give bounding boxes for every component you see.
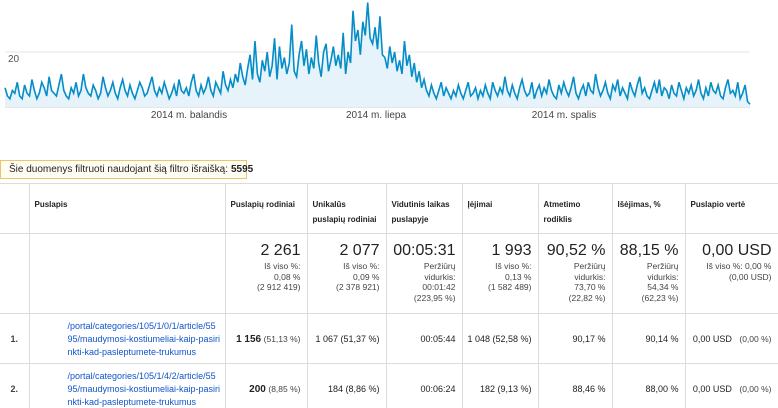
table-row: 1. /portal/categories/105/1/0/1/article/…: [0, 313, 778, 364]
total-avg-time: 00:05:31 Peržiūrų vidurkis: 00:01:42 (22…: [385, 233, 463, 314]
pageviews-cell: 200 (8,85 %): [224, 363, 308, 408]
filter-notice-text: Šie duomenys filtruoti naudojant šią fil…: [9, 164, 228, 175]
total-entrances: 1 993 Iš viso %: 0,13 % (1 582 489): [461, 233, 539, 314]
page-value-cell: 0,00 USD (0,00 %): [684, 313, 778, 364]
page-value: 0,00 USD: [692, 334, 732, 344]
total-note: Iš viso %: 0,00 %: [706, 261, 772, 271]
entrances-cell: 1 048 (52,58 %): [461, 313, 539, 364]
row-index: 1.: [0, 313, 30, 364]
header-avg-time[interactable]: Vidutinis laikas puslapyje: [385, 183, 463, 234]
unique-cell: 1 067 (51,37 %): [306, 313, 387, 364]
total-value: 0,00 USD: [702, 242, 772, 259]
page-value-percent: (0,00 %): [739, 384, 772, 394]
header-page[interactable]: Puslapis: [28, 183, 226, 234]
total-value: 00:05:31: [393, 242, 456, 259]
page-link[interactable]: /portal/categories/105/1/4/2/article/559…: [67, 371, 221, 407]
bounce-cell: 88,46 %: [537, 363, 613, 408]
total-note: 73,70 %: [574, 282, 606, 292]
entrances-cell: 182 (9,13 %): [461, 363, 539, 408]
total-note: vidurkis:: [424, 271, 456, 282]
series-area: [5, 2, 750, 107]
total-note: (22,82 %): [568, 292, 606, 303]
total-note: 0,08 %: [274, 271, 301, 282]
total-note: (0,00 USD): [728, 271, 772, 282]
total-note: 0,13 %: [505, 271, 532, 282]
total-note: 00:01:42: [422, 282, 456, 292]
total-value: 2 077: [339, 242, 380, 259]
pageviews-value: 200: [249, 384, 266, 395]
total-value: 90,52 %: [546, 242, 606, 259]
traffic-chart: 20 2014 m. balandis 2014 m. liepa 2014 m…: [0, 0, 778, 124]
total-unique: 2 077 Iš viso %: 0,09 % (2 378 921): [306, 233, 387, 314]
total-note: Iš viso %:: [264, 261, 301, 271]
page-value: 0,00 USD: [692, 384, 732, 394]
total-value: 88,15 %: [619, 242, 679, 259]
header-entrances[interactable]: Įėjimai: [461, 183, 539, 234]
pageviews-value: 1 156: [236, 334, 262, 345]
header-exit-rate[interactable]: Išėjimas, %: [611, 183, 686, 234]
page-value-percent: (0,00 %): [739, 334, 772, 344]
total-note: (1 582 489): [488, 282, 532, 292]
avg-time-cell: 00:05:44: [385, 313, 463, 364]
total-note: Iš viso %:: [495, 261, 532, 271]
total-bounce: 90,52 % Peržiūrų vidurkis: 73,70 % (22,8…: [537, 233, 613, 314]
total-exit: 88,15 % Peržiūrų vidurkis: 54,34 % (62,2…: [611, 233, 686, 314]
page-value-cell: 0,00 USD (0,00 %): [684, 363, 778, 408]
header-pageviews[interactable]: Puslapių rodiniai: [224, 183, 308, 234]
totals-row: 2 261 Iš viso %: 0,08 % (2 912 419) 2 07…: [0, 233, 778, 314]
table-row: 2. /portal/categories/105/1/4/2/article/…: [0, 363, 778, 408]
avg-time-cell: 00:06:24: [385, 363, 463, 408]
total-note: (62,23 %): [641, 292, 679, 303]
row-index: 2.: [0, 363, 30, 408]
total-note: Peržiūrų: [573, 261, 606, 271]
totals-page: [28, 233, 226, 314]
y-tick-label: 20: [8, 54, 20, 65]
total-note: (2 378 921): [336, 282, 380, 292]
header-index: [0, 183, 30, 234]
page-cell: /portal/categories/105/1/0/1/article/559…: [28, 313, 226, 364]
header-unique-pageviews[interactable]: Unikalūs puslapių rodiniai: [306, 183, 387, 234]
unique-cell: 184 (8,86 %): [306, 363, 387, 408]
report-table: Puslapis Puslapių rodiniai Unikalūs pusl…: [0, 183, 778, 408]
total-note: (223,95 %): [413, 292, 456, 303]
series-line: [4, 2, 751, 105]
x-tick-label: 2014 m. spalis: [531, 110, 597, 121]
exit-cell: 88,00 %: [611, 363, 686, 408]
total-note: (2 912 419): [257, 282, 301, 292]
bounce-cell: 90,17 %: [537, 313, 613, 364]
pageviews-cell: 1 156 (51,13 %): [224, 313, 308, 364]
total-value: 2 261: [260, 242, 301, 259]
filter-notice: Šie duomenys filtruoti naudojant šią fil…: [0, 160, 253, 179]
total-note: Peržiūrų: [646, 261, 679, 271]
total-note: vidurkis:: [647, 271, 679, 282]
total-note: Iš viso %:: [343, 261, 380, 271]
filter-count: 5595: [231, 164, 254, 175]
x-tick-label: 2014 m. balandis: [150, 110, 228, 121]
table-header-row: Puslapis Puslapių rodiniai Unikalūs pusl…: [0, 183, 778, 234]
chart-svg: [4, 2, 751, 108]
header-bounce-rate[interactable]: Atmetimo rodiklis: [537, 183, 613, 234]
total-note: 0,09 %: [353, 271, 380, 282]
total-note: 54,34 %: [647, 282, 679, 292]
total-note: vidurkis:: [574, 271, 606, 282]
exit-cell: 90,14 %: [611, 313, 686, 364]
total-value: 1 993: [491, 242, 532, 259]
total-pageviews: 2 261 Iš viso %: 0,08 % (2 912 419): [224, 233, 308, 314]
header-page-value[interactable]: Puslapio vertė: [684, 183, 778, 234]
pageviews-percent: (51,13 %): [263, 334, 301, 344]
totals-index: [0, 233, 30, 314]
total-note: Peržiūrų: [423, 261, 456, 271]
page-cell: /portal/categories/105/1/4/2/article/559…: [28, 363, 226, 408]
page-link[interactable]: /portal/categories/105/1/0/1/article/559…: [67, 321, 221, 357]
pageviews-percent: (8,85 %): [268, 384, 301, 394]
total-page-value: 0,00 USD Iš viso %: 0,00 % (0,00 USD): [684, 233, 778, 314]
x-tick-label: 2014 m. liepa: [345, 110, 407, 121]
